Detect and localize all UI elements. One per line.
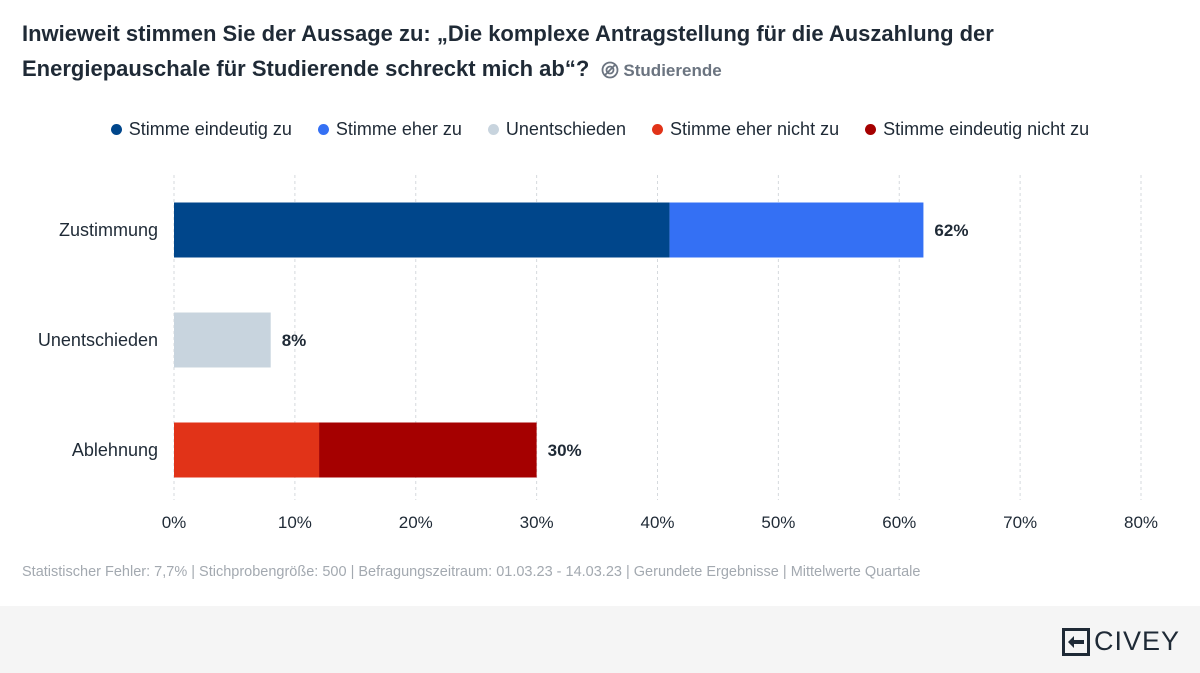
y-category-label: Unentschieden: [38, 330, 158, 350]
audience-tag: Studierende: [595, 61, 722, 80]
bar-chart: 0% 10% 20% 30% 40% 50% 60% 70% 80% Zustimmung 62% U…: [38, 175, 1158, 532]
legend-item[interactable]: Stimme eindeutig zu: [110, 119, 292, 140]
legend-item[interactable]: Stimme eher nicht zu: [652, 119, 839, 140]
civey-logo-icon: [1061, 627, 1090, 656]
x-tick-label: 30%: [520, 513, 554, 532]
legend-item[interactable]: Unentschieden: [487, 119, 627, 140]
bar-total-label: 8%: [282, 331, 307, 350]
legend-item[interactable]: Stimme eindeutig nicht zu: [865, 119, 1089, 140]
bar-segment: [174, 312, 271, 368]
legend-swatch: [487, 124, 499, 135]
x-tick-label: 70%: [1003, 513, 1037, 532]
y-category-label: Ablehnung: [72, 440, 158, 460]
brand-logo[interactable]: CIVEY: [1061, 626, 1180, 657]
legend-swatch: [110, 124, 122, 135]
chart-title: Inwieweit stimmen Sie der Aussage zu: „D…: [22, 16, 1172, 88]
x-tick-label: 0%: [162, 513, 187, 532]
legend-item[interactable]: Stimme eher zu: [317, 119, 462, 140]
legend-label: Stimme eindeutig zu: [128, 119, 292, 139]
footer-note: Statistischer Fehler: 7,7% | Stichproben…: [22, 564, 921, 580]
x-tick-label: 40%: [640, 513, 674, 532]
footer-bar: CIVEY: [0, 606, 1200, 673]
bar-total-label: 62%: [934, 221, 968, 240]
legend-swatch: [865, 124, 877, 135]
chart-legend: Stimme eindeutig zu Stimme eher zu Unentsc…: [0, 119, 1200, 140]
x-tick-label: 60%: [882, 513, 916, 532]
bar-segment: [669, 202, 924, 258]
legend-swatch: [317, 124, 329, 135]
legend-label: Unentschieden: [505, 119, 627, 139]
x-tick-label: 50%: [761, 513, 795, 532]
title-text: Inwieweit stimmen Sie der Aussage zu: „D…: [22, 21, 994, 81]
bar-total-label: 30%: [548, 441, 582, 460]
brand-name: CIVEY: [1093, 626, 1180, 656]
legend-swatch: [652, 124, 664, 135]
bar-segment: [319, 422, 537, 478]
legend-label: Stimme eher zu: [335, 119, 462, 139]
legend-label: Stimme eher nicht zu: [670, 119, 840, 139]
bar-segment: [174, 202, 670, 258]
y-category-label: Zustimmung: [59, 220, 158, 240]
x-tick-label: 10%: [278, 513, 312, 532]
audience-label: Studierende: [623, 61, 722, 80]
audience-icon: [602, 61, 619, 79]
x-tick-label: 80%: [1124, 513, 1158, 532]
legend-label: Stimme eindeutig nicht zu: [883, 119, 1090, 139]
bar-segment: [174, 422, 320, 478]
x-tick-label: 20%: [399, 513, 433, 532]
